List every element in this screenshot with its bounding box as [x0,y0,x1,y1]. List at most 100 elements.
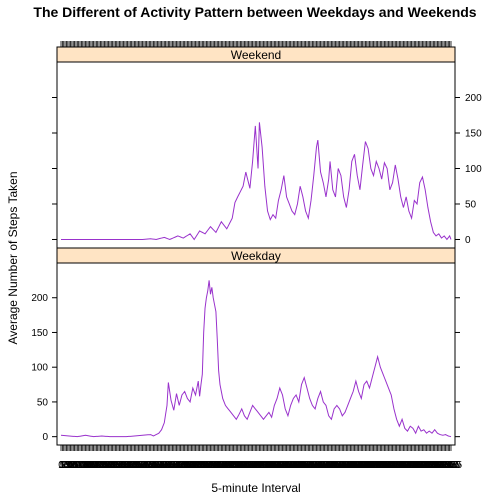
x-tick-label: 1610 [313,460,336,471]
x-tick-label: 610 [153,460,170,471]
x-tick-label: 1635 [320,460,343,471]
x-tick-label: 2320 [430,460,453,471]
y-tick-label: 50 [465,199,477,210]
x-tick-label: 2215 [413,460,436,471]
x-tick-label: 510 [137,460,154,471]
x-tick-label: 1640 [322,460,345,471]
x-tick-label: 1010 [216,460,239,471]
x-tick-label: 210 [88,460,105,471]
x-tick-label: 530 [142,460,159,471]
y-tick-label: 150 [465,128,482,139]
x-axis-label: 5-minute Interval [211,481,300,495]
x-tick-label: 540 [145,460,162,471]
x-tick-label: 225 [92,460,109,471]
x-tick-label: 10 [58,460,70,471]
x-tick-label: 150 [83,460,100,471]
x-tick-label: 750 [180,460,197,471]
x-tick-label: 320 [107,460,124,471]
x-tick-label: 1400 [278,460,301,471]
x-tick-label: 400 [118,460,135,471]
x-tick-label: 435 [127,460,144,471]
x-tick-label: 2050 [390,460,413,471]
x-tick-label: 2120 [398,460,421,471]
x-tick-label: 820 [189,460,206,471]
x-tick-label: 120 [74,460,91,471]
x-tick-label: 2155 [407,460,430,471]
x-tick-label: 115 [73,460,89,471]
y-tick-label: 50 [37,397,49,408]
x-tick-label: 1840 [354,460,377,471]
x-tick-label: 2220 [414,460,437,471]
x-tick-label: 1055 [228,460,251,471]
x-tick-label: 20 [61,460,73,471]
x-tick-label: 305 [103,460,120,471]
x-tick-label: 840 [194,460,211,471]
x-tick-label: 2140 [403,460,426,471]
series-line-weekday [60,280,452,438]
x-tick-label: 1550 [308,460,331,471]
x-tick-label: 2125 [399,460,422,471]
x-tick-label: 1625 [318,460,341,471]
x-tick-label: 1835 [353,460,376,471]
x-tick-label: 345 [114,460,131,471]
x-tick-label: 520 [140,460,157,471]
x-tick-label: 1820 [349,460,372,471]
panel-frame-weekend [56,61,456,249]
x-tick-label: 825 [190,460,207,471]
x-tick-label: 1530 [303,460,326,471]
x-tick-label: 1455 [293,460,316,471]
x-tick-label: 745 [179,460,196,471]
x-tick-label: 650 [164,460,181,471]
x-tick-label: 2025 [383,460,406,471]
x-tick-label: 110 [72,460,88,471]
x-tick-label: 135 [78,460,95,471]
x-tick-label: 415 [122,460,139,471]
x-tick-label: 505 [136,460,153,471]
x-tick-label: 945 [212,460,229,471]
x-tick-label: 620 [156,460,173,471]
x-tick-label: 2015 [380,460,403,471]
x-tick-label: 1810 [346,460,369,471]
x-tick-label: 1855 [358,460,381,471]
panel-weekday: Weekday 0 50 100 150 200 [31,247,460,446]
x-tick-label: 1410 [281,460,304,471]
x-tick-label: 1740 [338,460,361,471]
x-tick-label: 1510 [297,460,320,471]
x-tick-label: 1600 [311,460,334,471]
x-tick-label: 1940 [371,460,394,471]
y-tick-label: 0 [465,235,471,246]
x-tick-label: 2055 [391,460,414,471]
x-tick-label: 845 [195,460,212,471]
x-tick-label: 555 [149,460,166,471]
x-tick-label: 100 [69,460,86,471]
x-tick-label: 410 [121,460,138,471]
x-tick-label: 1145 [242,460,264,471]
x-tick-label: 1630 [319,460,342,471]
chart-title: The Different of Activity Pattern betwee… [33,4,476,20]
x-tick-label: 1005 [214,460,237,471]
x-tick-label: 2000 [376,460,399,471]
x-tick-label: 1050 [227,460,250,471]
x-tick-label: 455 [133,460,150,471]
x-tick-label: 325 [108,460,125,471]
x-tick-label: 955 [214,460,231,471]
x-tick-label: 310 [104,460,121,471]
x-tick-label: 1720 [333,460,356,471]
x-tick-label: 1045 [225,460,248,471]
x-tick-label: 2240 [419,460,442,471]
x-tick-label: 200 [85,460,102,471]
x-tick-label: 1320 [267,460,290,471]
x-tick-label: 230 [93,460,110,471]
x-tick-label: 2030 [384,460,407,471]
x-tick-label: 525 [141,460,158,471]
x-tick-label: 1920 [365,460,388,471]
x-tick-label: 255 [100,460,117,471]
x-tick-label: 635 [160,460,177,471]
x-tick-label: 2310 [428,460,451,471]
x-tick-label: 235 [95,460,112,471]
x-tick-label: 835 [193,460,210,471]
x-tick-label: 1450 [292,460,315,471]
x-tick-label: 1950 [373,460,396,471]
x-tick-label: 910 [202,460,219,471]
